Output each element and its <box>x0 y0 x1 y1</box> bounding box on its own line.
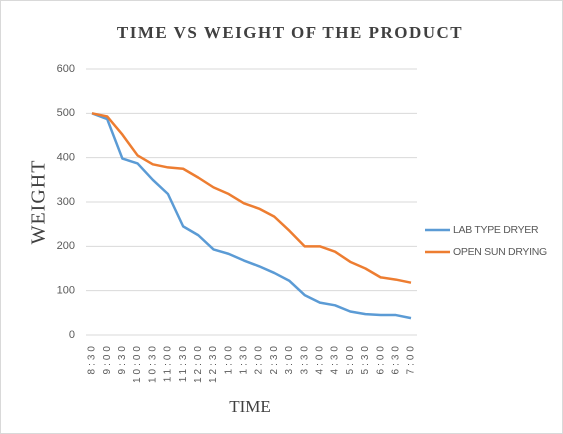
y-tick-label: 500 <box>57 107 75 119</box>
x-tick-label: 11:30 <box>178 343 189 382</box>
x-tick-label: 10:30 <box>147 343 158 383</box>
legend-label: LAB TYPE DRYER <box>453 224 539 236</box>
x-tick-label: 12:00 <box>193 343 204 383</box>
y-tick-label: 300 <box>57 196 75 208</box>
x-tick-label: 5:30 <box>360 343 371 374</box>
x-tick-label: 1:30 <box>239 343 250 374</box>
x-tick-label: 8:30 <box>87 343 98 374</box>
x-tick-label: 6:30 <box>390 343 401 374</box>
y-tick-label: 600 <box>57 63 75 75</box>
line-series <box>91 112 412 320</box>
x-tick-label: 4:00 <box>314 343 325 374</box>
legend-label: OPEN SUN DRYING <box>453 246 547 258</box>
y-tick-label: 200 <box>57 240 75 252</box>
x-tick-label: 2:00 <box>254 343 265 374</box>
x-tick-label: 3:30 <box>299 343 310 374</box>
x-tick-label: 12:30 <box>208 343 219 383</box>
y-tick-label: 0 <box>69 329 75 341</box>
x-axis-label: TIME <box>229 397 271 416</box>
x-tick-label: 6:00 <box>375 343 386 374</box>
x-tick-label: 9:30 <box>117 343 128 374</box>
line-series <box>91 112 412 284</box>
x-tick-label: 10:00 <box>132 343 143 383</box>
x-tick-label: 2:30 <box>269 343 280 374</box>
x-tick-label: 11:00 <box>163 343 174 382</box>
x-tick-label: 5:00 <box>345 343 356 374</box>
x-tick-label: 1:00 <box>223 343 234 374</box>
y-tick-label: 100 <box>57 285 75 297</box>
y-tick-label: 400 <box>57 152 75 164</box>
chart-title: TIME VS WEIGHT OF THE PRODUCT <box>117 23 463 42</box>
x-tick-label: 7:00 <box>406 343 417 374</box>
x-tick-label: 4:30 <box>330 343 341 374</box>
x-tick-label: 9:00 <box>102 343 113 374</box>
x-tick-label: 3:00 <box>284 343 295 374</box>
y-axis-label: WEIGHT <box>28 160 50 245</box>
